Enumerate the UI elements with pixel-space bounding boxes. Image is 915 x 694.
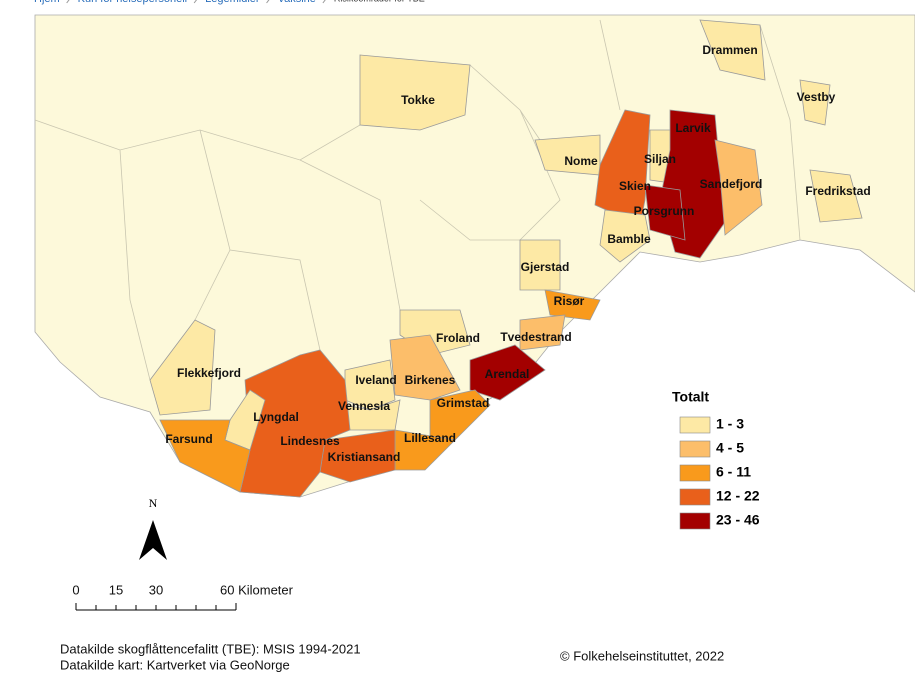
municipality-label: Nome [564,154,598,168]
municipality-label: Risør [554,294,585,308]
breadcrumb-item[interactable]: Vaksine [278,0,316,5]
municipality-label: Lyngdal [253,410,299,424]
municipality [644,184,686,241]
municipality [699,19,766,81]
scale-label: 60 Kilometer [220,582,294,597]
municipality-label: Siljan [644,152,676,166]
breadcrumb-item[interactable]: Kun for helsepersonell [78,0,187,5]
municipality [429,389,491,441]
municipality [469,344,546,401]
municipality [799,79,831,126]
scale-labels: 0 15 30 60 Kilometer [72,582,293,597]
municipality [389,334,461,401]
municipality-label: Bamble [607,232,651,246]
breadcrumb-separator [66,0,70,4]
municipality [809,169,863,223]
scale-label: 30 [149,582,163,597]
north-arrow [139,520,167,560]
municipality-label: Tokke [401,93,435,107]
legend-label: 1 - 3 [716,416,744,432]
municipality-label: Vennesla [338,399,390,413]
legend-label: 4 - 5 [716,440,744,456]
copyright: © Folkehelseinstituttet, 2022 [560,648,724,663]
legend-swatch [679,464,711,482]
municipality-label: Vestby [797,90,836,104]
municipality-label: Tvedestrand [500,330,571,344]
municipality-label: Arendal [485,367,530,381]
municipality [594,109,651,226]
breadcrumb-item[interactable]: Legemidler [205,0,260,5]
legend-swatch [679,416,711,434]
municipality-label: Kristiansand [328,450,401,464]
breadcrumb-separator [322,0,326,4]
municipalities: Tokke Drammen Vestby Fredrikstad Nome Siljan L… [149,19,871,498]
municipality [159,419,251,493]
breadcrumb: Hjem Kun for helsepersonell Legemidler Vaks… [34,0,425,5]
municipality-label: Larvik [675,121,711,135]
municipality-label: Lindesnes [280,434,340,448]
scale-bar [75,603,237,611]
municipality [714,139,763,236]
municipality [599,209,651,263]
breadcrumb-item[interactable]: Hjem [34,0,60,5]
municipality-label: Grimstad [437,396,490,410]
breadcrumb-separator [193,0,198,4]
municipality-label: Farsund [165,432,212,446]
legend-label: 23 - 46 [716,512,760,528]
municipality [544,289,601,321]
legend-label: 6 - 11 [716,464,751,480]
legend-label: 12 - 22 [716,488,760,504]
municipality [519,239,561,291]
municipality-label: Gjerstad [521,260,570,274]
municipality [359,54,471,131]
breadcrumb-separator [266,0,270,4]
municipality-label: Flekkefjord [177,366,241,380]
source-line: Datakilde kart: Kartverket via GeoNorge [60,657,290,672]
legend: Totalt 1 - 3 4 - 5 6 - 11 12 - 22 23 - 46 [672,389,760,530]
municipality-label: Birkenes [405,373,456,387]
municipality-label: Froland [436,331,480,345]
municipality-label: Sandefjord [700,177,763,191]
municipality-label: Lillesand [404,431,456,445]
municipality [519,314,566,351]
municipality-label: Porsgrunn [634,204,695,218]
municipality-label: Fredrikstad [805,184,870,198]
legend-swatch [679,512,711,530]
scale-label: 0 [72,582,79,597]
municipality-label: Drammen [702,43,757,57]
municipality-label: Iveland [355,373,396,387]
legend-swatch [679,440,711,458]
scale-label: 15 [109,582,123,597]
north-label: N [149,496,158,510]
breadcrumb-item: Risikoområder for TBE [334,0,425,3]
legend-title: Totalt [672,389,709,405]
borders [34,19,801,381]
legend-swatch [679,488,711,506]
municipality-label: Skien [619,179,651,193]
source-line: Datakilde skogflåttencefalitt (TBE): MSI… [60,641,361,656]
municipality [149,319,216,416]
